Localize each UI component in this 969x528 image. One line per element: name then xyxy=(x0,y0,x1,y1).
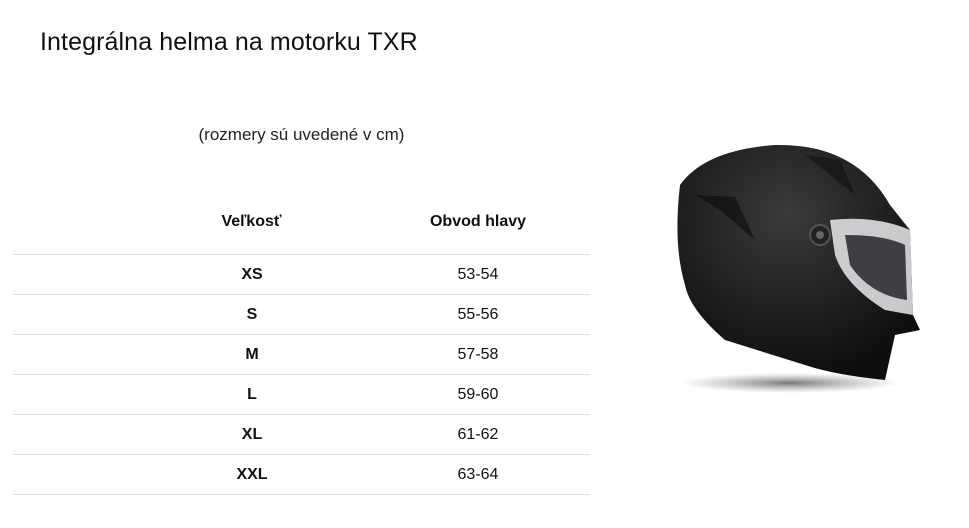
size-cell: XXL xyxy=(13,454,427,495)
head-circumference-cell: 61-62 xyxy=(427,414,529,455)
table-header-row: Veľkosť Obvod hlavy xyxy=(13,190,590,255)
header-head-circumference: Obvod hlavy xyxy=(427,190,529,255)
size-cell: XS xyxy=(13,254,427,295)
table-row: XXL 63-64 xyxy=(13,454,590,495)
helmet-image xyxy=(677,144,920,393)
size-cell: S xyxy=(13,294,427,335)
page-title: Integrálna helma na motorku TXR xyxy=(40,28,418,56)
table-row: S 55-56 xyxy=(13,294,590,335)
head-circumference-cell: 57-58 xyxy=(427,334,529,375)
table-row: XS 53-54 xyxy=(13,254,590,295)
table-row: M 57-58 xyxy=(13,334,590,375)
units-note: (rozmery sú uvedené v cm) xyxy=(198,125,405,144)
head-circumference-cell: 59-60 xyxy=(427,374,529,415)
head-circumference-cell: 53-54 xyxy=(427,254,529,295)
header-size: Veľkosť xyxy=(13,190,427,255)
table-row: XL 61-62 xyxy=(13,414,590,455)
size-cell: XL xyxy=(13,414,427,455)
size-cell: L xyxy=(13,374,427,415)
table-row: L 59-60 xyxy=(13,374,590,415)
head-circumference-cell: 55-56 xyxy=(427,294,529,335)
head-circumference-cell: 63-64 xyxy=(427,454,529,495)
size-cell: M xyxy=(13,334,427,375)
size-table: Veľkosť Obvod hlavy XS 53-54 S 55-56 M 57-58 L… xyxy=(13,190,590,495)
